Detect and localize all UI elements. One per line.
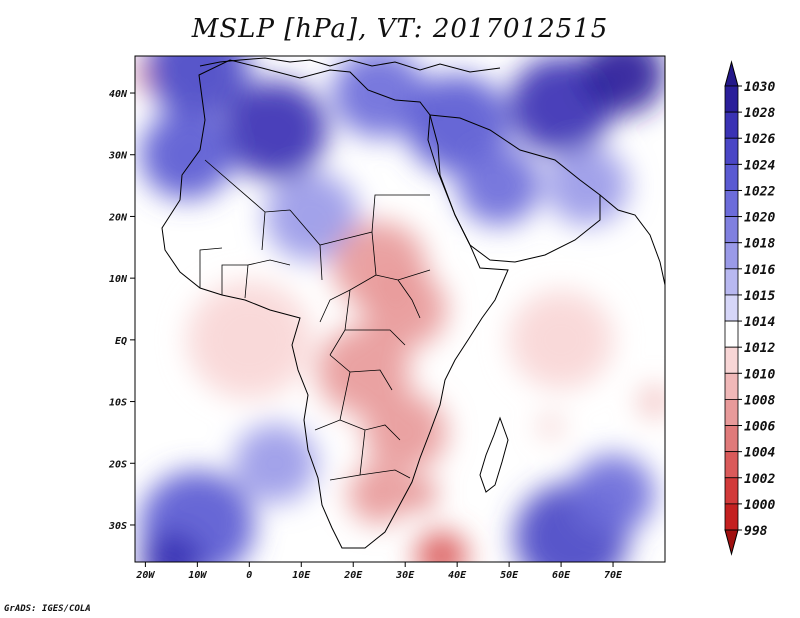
colorbar-label: 1016 bbox=[744, 263, 775, 278]
lon-tick-label: 30E bbox=[395, 570, 415, 581]
lon-tick-label: 0 bbox=[246, 570, 252, 581]
latitude-axis: 40N 30N 20N 10N EQ 10S 20S 30S bbox=[108, 89, 135, 532]
colorbar-swatch bbox=[724, 399, 739, 426]
map-frame bbox=[134, 55, 666, 563]
pressure-center bbox=[639, 386, 665, 417]
colorbar-label: 1018 bbox=[744, 237, 775, 252]
colorbar-swatch bbox=[724, 163, 739, 191]
colorbar-swatch bbox=[724, 137, 739, 165]
colorbar-label: 1012 bbox=[744, 341, 775, 356]
colorbar-swatch bbox=[724, 372, 739, 400]
lat-tick-label: 20S bbox=[108, 459, 127, 470]
pressure-center bbox=[509, 290, 614, 390]
longitude-axis: 20W 10W 0 10E 20E 30E 40E 50E 60E 70E bbox=[135, 562, 623, 581]
lon-tick-label: 20W bbox=[135, 570, 155, 581]
colorbar-swatch bbox=[724, 346, 739, 374]
lon-tick-label: 20E bbox=[343, 570, 363, 581]
colorbar-label: 1008 bbox=[744, 393, 775, 408]
india-coastline bbox=[599, 194, 665, 286]
colorbar-label: 1014 bbox=[744, 315, 775, 330]
pressure-center bbox=[348, 464, 411, 524]
lat-tick-label: 30N bbox=[108, 151, 128, 162]
pressure-center bbox=[363, 392, 447, 472]
lon-tick-label: 50E bbox=[500, 570, 519, 581]
pressure-center bbox=[186, 280, 312, 400]
colorbar-swatch bbox=[724, 268, 739, 296]
pressure-center bbox=[363, 269, 447, 349]
coastlines-and-borders bbox=[161, 57, 665, 549]
colorbar-bottom-arrow bbox=[724, 529, 739, 556]
colorbar-label: 1015 bbox=[744, 289, 775, 304]
pressure-center bbox=[332, 56, 426, 138]
pressure-center bbox=[140, 532, 203, 562]
colorbar-swatch bbox=[724, 216, 739, 244]
lat-tick-label: 30S bbox=[108, 521, 127, 532]
colorbar-label: 1024 bbox=[744, 158, 775, 173]
lon-tick-label: 40E bbox=[448, 570, 467, 581]
pressure-center bbox=[405, 479, 437, 509]
colorbar-label: 1006 bbox=[744, 420, 775, 435]
colorbar-label: 1020 bbox=[744, 211, 775, 226]
colorbar-label: 1002 bbox=[744, 472, 775, 487]
colorbar-swatch bbox=[724, 320, 739, 348]
pressure-center bbox=[457, 146, 541, 226]
colorbar-top-arrow bbox=[724, 60, 739, 87]
pressure-center bbox=[571, 454, 655, 534]
pressure-center bbox=[233, 423, 317, 503]
colorbar-label: 1004 bbox=[744, 446, 775, 461]
pressure-center bbox=[223, 80, 328, 180]
colorbar-swatch bbox=[724, 477, 739, 505]
colorbar-label: 1030 bbox=[744, 80, 775, 95]
colorbar-swatch bbox=[724, 111, 739, 139]
colorbar-swatch bbox=[724, 242, 739, 270]
colorbar-label: 1022 bbox=[744, 184, 775, 199]
pressure-center bbox=[415, 531, 468, 562]
colorbar-swatch bbox=[724, 294, 739, 322]
lat-tick-label: 20N bbox=[108, 212, 128, 223]
colorbar-swatch bbox=[724, 425, 739, 453]
colorbar-label: 1000 bbox=[744, 498, 775, 513]
pressure-center bbox=[140, 110, 234, 200]
colorbar-swatch bbox=[724, 451, 739, 479]
pressure-field bbox=[135, 56, 665, 562]
europe-coastline bbox=[199, 57, 501, 73]
lon-tick-label: 10W bbox=[188, 570, 207, 581]
lat-tick-label: 10S bbox=[109, 398, 127, 409]
madagascar-coastline bbox=[479, 416, 509, 493]
lon-tick-label: 10E bbox=[292, 570, 311, 581]
lon-tick-label: 70E bbox=[604, 570, 623, 581]
arabia-coastline bbox=[429, 114, 601, 263]
lat-tick-label: 10N bbox=[109, 274, 128, 285]
pressure-center bbox=[581, 56, 665, 114]
africa-coastline bbox=[161, 59, 509, 549]
map-title: MSLP [hPa], VT: 2017012515 bbox=[191, 14, 609, 44]
colorbar-swatch bbox=[724, 190, 739, 217]
grads-credit: GrADS: IGES/COLA bbox=[4, 604, 91, 614]
colorbar-label: 998 bbox=[744, 524, 768, 539]
country-borders bbox=[199, 159, 431, 481]
lat-tick-label: 40N bbox=[109, 89, 128, 100]
pressure-center bbox=[264, 172, 359, 261]
lat-tick-label: EQ bbox=[115, 336, 127, 347]
lon-tick-label: 60E bbox=[552, 570, 571, 581]
pressure-center bbox=[540, 416, 562, 437]
pressure-center bbox=[145, 56, 250, 118]
colorbar-swatch bbox=[724, 503, 739, 531]
colorbar-label: 1028 bbox=[744, 106, 775, 121]
colorbar-swatch bbox=[724, 85, 739, 113]
colorbar-label: 1026 bbox=[744, 132, 775, 147]
colorbar: 1030 1028 1026 1024 1022 1020 1018 1016 1015 1014… bbox=[724, 60, 775, 556]
colorbar-label: 1010 bbox=[744, 367, 775, 382]
